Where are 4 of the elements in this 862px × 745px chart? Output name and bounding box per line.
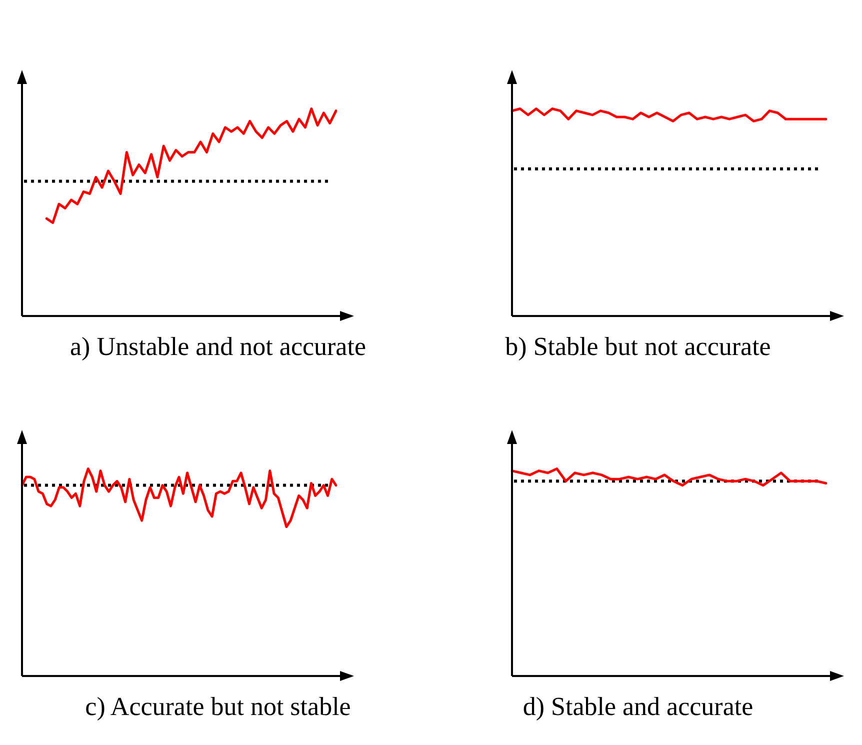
text: a) Unstable and not accurate: [70, 332, 366, 362]
text: b) Stable but not accurate: [505, 332, 771, 362]
text: d) Stable and accurate: [522, 692, 754, 722]
text: c) Accurate but not stable: [85, 692, 351, 722]
